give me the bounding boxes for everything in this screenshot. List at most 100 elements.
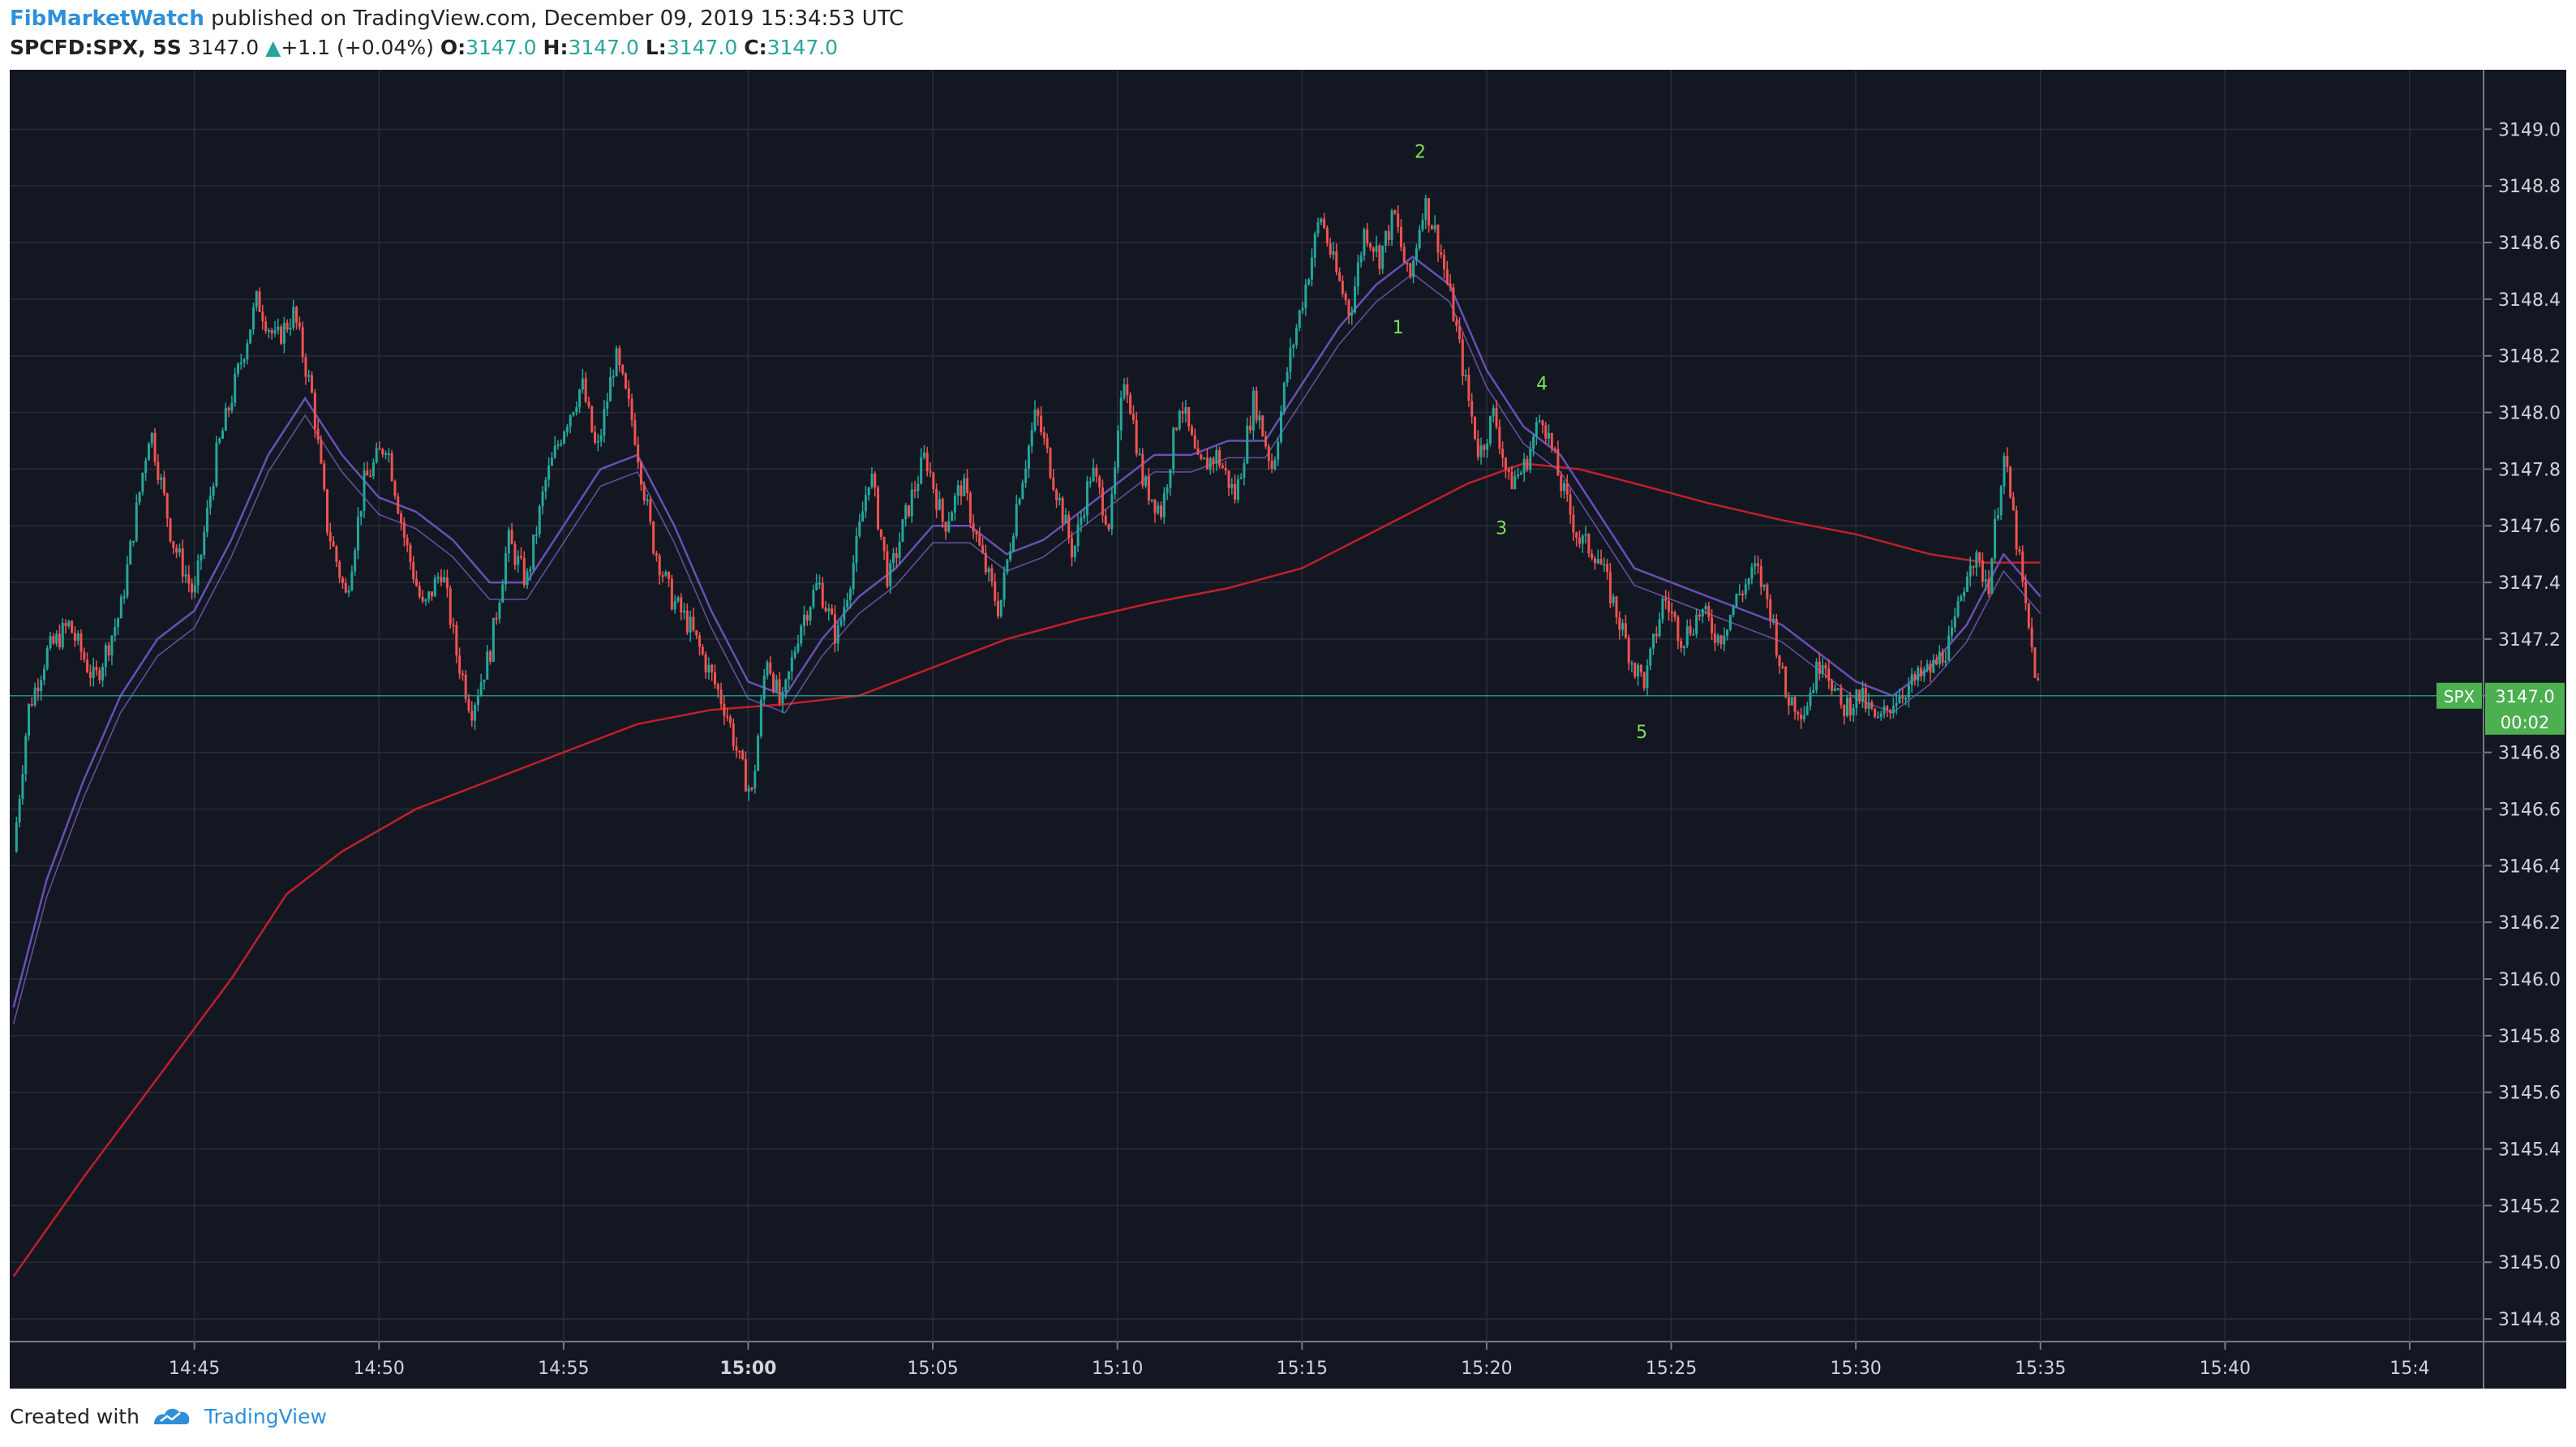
candle bbox=[683, 603, 686, 620]
candle bbox=[1387, 225, 1390, 247]
candle bbox=[855, 527, 858, 573]
candle bbox=[1310, 248, 1313, 287]
candle bbox=[652, 521, 655, 556]
candle bbox=[1815, 658, 1818, 694]
candle bbox=[424, 598, 427, 606]
candle bbox=[892, 547, 895, 572]
candle bbox=[359, 510, 363, 526]
candle bbox=[960, 480, 963, 505]
candle bbox=[58, 624, 61, 651]
candle bbox=[904, 502, 908, 527]
candle bbox=[141, 472, 144, 496]
candle bbox=[172, 540, 175, 555]
candle bbox=[332, 536, 335, 547]
up-triangle-icon: ▲ bbox=[265, 36, 281, 59]
candle bbox=[191, 578, 194, 600]
candle bbox=[1581, 534, 1584, 553]
candle bbox=[153, 427, 157, 466]
candle bbox=[132, 540, 135, 547]
candle bbox=[1747, 577, 1750, 590]
x-tick-label: 15:25 bbox=[1646, 1359, 1697, 1379]
candle bbox=[1372, 246, 1375, 261]
candle bbox=[98, 667, 101, 685]
candle bbox=[978, 526, 981, 547]
candle bbox=[1316, 217, 1320, 238]
candle bbox=[504, 546, 508, 591]
candle bbox=[1249, 415, 1252, 434]
candle bbox=[1968, 556, 1972, 587]
candle bbox=[1279, 405, 1282, 444]
candle bbox=[415, 570, 419, 587]
candle bbox=[895, 547, 898, 569]
candle bbox=[1402, 243, 1406, 264]
candle bbox=[1544, 421, 1548, 444]
candle bbox=[369, 469, 372, 478]
candle bbox=[658, 553, 661, 585]
time-axis[interactable] bbox=[10, 1342, 2566, 1389]
candle bbox=[1889, 709, 1892, 719]
candle bbox=[1193, 428, 1196, 449]
candle bbox=[944, 521, 947, 540]
candle bbox=[1565, 474, 1569, 502]
candle bbox=[788, 671, 791, 689]
candle bbox=[1735, 593, 1738, 608]
candle bbox=[474, 702, 477, 731]
candle bbox=[1190, 424, 1193, 436]
candle bbox=[1723, 627, 1726, 651]
candle bbox=[544, 476, 547, 500]
candle bbox=[42, 664, 45, 685]
candle bbox=[67, 620, 71, 629]
candle bbox=[848, 586, 852, 609]
candle bbox=[1002, 566, 1006, 608]
wave-label: 1 bbox=[1393, 318, 1404, 338]
tradingview-link[interactable]: TradingView bbox=[204, 1405, 327, 1428]
candle bbox=[101, 663, 105, 688]
candle bbox=[1867, 693, 1870, 716]
candle bbox=[1719, 634, 1723, 649]
candle bbox=[445, 569, 449, 598]
candle bbox=[169, 517, 172, 543]
candle bbox=[698, 632, 702, 656]
candle bbox=[1809, 687, 1812, 711]
candle bbox=[507, 526, 510, 563]
author-link[interactable]: FibMarketWatch bbox=[10, 6, 204, 31]
candle bbox=[532, 535, 535, 573]
candle bbox=[1606, 559, 1609, 580]
candle bbox=[49, 631, 52, 651]
x-tick-label: 14:45 bbox=[169, 1359, 220, 1379]
candle bbox=[1428, 197, 1431, 233]
tradingview-logo-icon[interactable] bbox=[151, 1403, 193, 1432]
candle bbox=[864, 485, 867, 518]
candle bbox=[861, 501, 865, 522]
candle bbox=[732, 718, 735, 751]
candle bbox=[1845, 694, 1848, 718]
candle bbox=[249, 328, 252, 345]
candle bbox=[1953, 608, 1956, 633]
candle bbox=[874, 471, 877, 497]
candle bbox=[1406, 262, 1409, 272]
candle bbox=[990, 564, 994, 587]
candle bbox=[2011, 492, 2015, 511]
candle bbox=[1092, 458, 1095, 483]
symbol-name[interactable]: SPCFD:SPX, 5S bbox=[10, 36, 182, 59]
candle bbox=[1649, 646, 1652, 671]
candle bbox=[221, 427, 225, 440]
candle bbox=[1741, 590, 1745, 603]
y-tick-label: 3146.2 bbox=[2498, 913, 2561, 934]
candle bbox=[92, 657, 95, 687]
candle bbox=[2018, 545, 2021, 556]
y-tick-label: 3146.4 bbox=[2498, 857, 2561, 877]
candle bbox=[608, 367, 612, 401]
candle bbox=[701, 644, 704, 656]
candle bbox=[418, 582, 421, 599]
x-tick-label: 14:55 bbox=[538, 1359, 589, 1379]
y-tick-label: 3149.0 bbox=[2498, 120, 2561, 140]
plot-area[interactable] bbox=[10, 70, 2484, 1342]
candle bbox=[1126, 377, 1129, 404]
candle bbox=[762, 668, 766, 706]
candle bbox=[1879, 711, 1883, 721]
candle bbox=[836, 621, 839, 652]
candle bbox=[495, 612, 498, 625]
candle bbox=[664, 569, 668, 578]
